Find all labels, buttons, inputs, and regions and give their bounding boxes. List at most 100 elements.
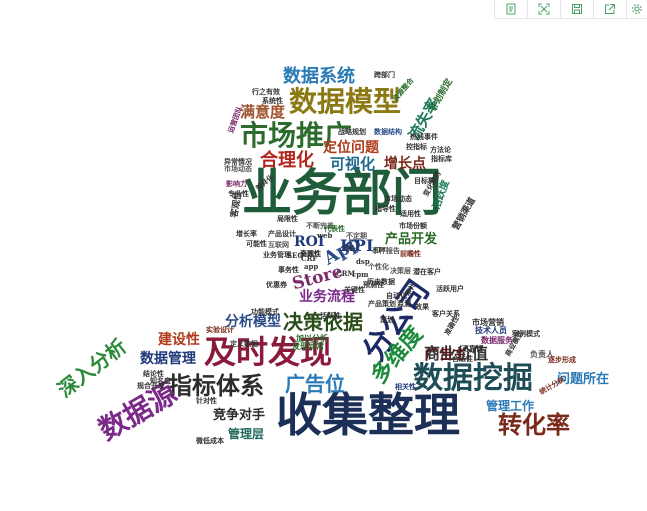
word-75: 异常情况 [224, 157, 252, 166]
word-28: 业务流程 [299, 289, 355, 305]
word-90: cpm [352, 270, 369, 279]
word-123: 全面性 [300, 249, 321, 258]
word-3: 及时发现 [204, 333, 333, 371]
word-45: 个性化 [368, 262, 389, 271]
word-39: 互联网 [268, 240, 289, 249]
word-76: 增长率 [236, 229, 257, 238]
word-56: 规合开发 [137, 381, 165, 390]
word-41: 代表性 [324, 224, 345, 233]
word-30: 广告主 [425, 347, 467, 363]
word-118: 案例模式 [512, 329, 540, 338]
word-24: 增长点 [384, 156, 426, 172]
word-108: 可靠性 [462, 344, 483, 353]
toolbox [494, 0, 647, 19]
word-32: 数据管理 [140, 351, 196, 367]
word-2: 收集整理 [276, 388, 460, 442]
word-86: SEO [287, 251, 304, 260]
word-10: 转化率 [498, 410, 570, 439]
word-15: 决策依据 [283, 310, 363, 334]
word-92: UE [343, 244, 355, 253]
word-94: 热线事件 [410, 132, 438, 141]
word-88: dsp [356, 257, 370, 266]
word-100: 适用性 [400, 209, 421, 218]
word-87: app [304, 262, 319, 271]
word-4: 数据挖掘 [413, 361, 533, 396]
word-69: 计划制定 [428, 77, 455, 114]
word-49: 技术人员 [475, 325, 507, 335]
word-37: 市场动态 [224, 164, 252, 173]
word-116: 客户关系 [432, 309, 460, 318]
word-6: 市场推广 [240, 119, 353, 152]
word-83: 关键性 [344, 285, 365, 294]
word-122: 高效性 [300, 249, 321, 258]
word-66: 数据结构 [374, 127, 402, 136]
word-63: 加以分析 [296, 333, 328, 343]
word-34: 管理层 [228, 427, 265, 441]
word-102: 局限性 [277, 214, 298, 223]
word-26: 定位问题 [323, 140, 379, 156]
word-16: 合理化 [260, 150, 314, 171]
word-84: 产品策划 [368, 299, 396, 308]
word-103: 目标群 [414, 176, 435, 185]
word-51: 负责人 [530, 349, 554, 359]
share-export-icon[interactable] [594, 0, 627, 18]
word-106: 指导性 [375, 204, 396, 213]
data-view-icon[interactable] [495, 0, 528, 18]
fullscreen-icon[interactable] [528, 0, 561, 18]
word-111: 活跃性 [320, 311, 341, 320]
word-1: 业务部门 [242, 163, 442, 222]
word-14: 广告位 [285, 372, 345, 396]
word-33: 竞争对手 [213, 408, 266, 423]
word-13: 数据系统 [283, 66, 355, 87]
word-95: 控指标 [406, 142, 427, 151]
word-73: 方法论 [430, 145, 451, 154]
word-93: web [317, 231, 333, 240]
word-44: 前瞻性 [400, 249, 421, 258]
word-35: 管理工作 [486, 399, 535, 413]
word-25: 满意度 [240, 103, 286, 121]
word-11: 深入分析 [53, 333, 131, 403]
word-78: 可能性 [246, 239, 267, 248]
word-50: 数据服务 [481, 335, 513, 345]
word-109: 合法性 [452, 354, 473, 363]
word-82: 历史数据 [367, 277, 395, 286]
word-38: 影响力 [226, 179, 247, 188]
word-59: 定义数据 [230, 339, 258, 348]
word-105: 专业性 [228, 189, 249, 198]
word-97: 市场动态 [384, 194, 412, 203]
word-58: 微低成本 [196, 436, 224, 445]
word-18: 商业价值 [424, 344, 489, 363]
save-image-icon[interactable] [561, 0, 594, 18]
word-57: 针对性 [196, 396, 217, 405]
word-36: 问题所在 [557, 372, 610, 387]
word-114: 监测 [397, 299, 411, 308]
word-85: CRM [336, 269, 356, 278]
word-29: 分析模型 [225, 314, 281, 330]
word-5: 数据模型 [289, 85, 402, 118]
word-89: cpc [374, 244, 388, 253]
word-55: 知名度 [150, 376, 171, 385]
settings-icon[interactable] [627, 0, 647, 18]
word-60: 实验设计 [206, 325, 234, 334]
word-46: 决策层 [390, 266, 411, 275]
word-8: 指标体系 [168, 371, 264, 400]
word-74: 指标库 [431, 154, 452, 163]
word-23: 可视化 [330, 155, 376, 173]
word-119: 活跃用户 [436, 284, 464, 293]
word-101: 市场份额 [399, 221, 427, 230]
word-115: 效果 [415, 302, 429, 311]
word-104: 营销渠道 [451, 196, 478, 233]
word-121: 自动化 [386, 291, 407, 300]
word-52: 逐步形成 [548, 355, 576, 364]
word-21: KPI [340, 236, 374, 255]
word-22: ROI [294, 234, 325, 250]
word-72: 行之有效 [252, 87, 280, 96]
word-79: 业务管理 [263, 250, 291, 259]
word-42: 不定期 [346, 231, 367, 240]
word-31: 建设性 [158, 332, 200, 348]
word-77: 产品设计 [268, 229, 296, 238]
word-40: 不断完善 [306, 221, 334, 230]
word-48: 市场营销 [472, 317, 504, 327]
word-107: 预测性 [363, 280, 384, 289]
